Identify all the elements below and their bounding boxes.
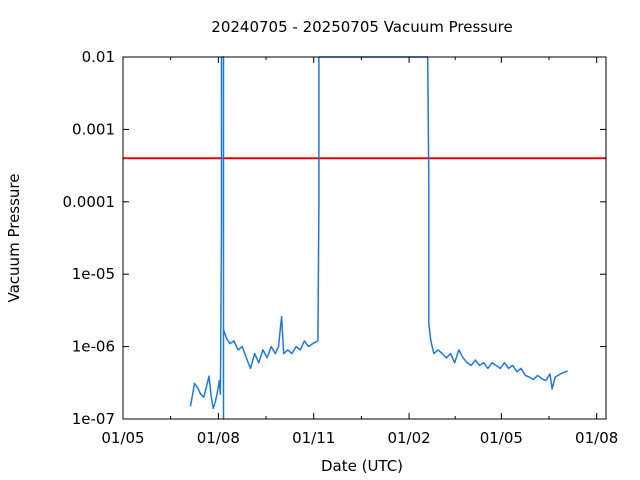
- y-tick-label: 1e-07: [72, 410, 115, 428]
- y-axis-label: Vacuum Pressure: [5, 174, 23, 303]
- y-tick-label: 0.01: [82, 48, 115, 66]
- x-axis-label: Date (UTC): [321, 457, 403, 475]
- x-tick-label: 01/02: [387, 429, 430, 447]
- y-tick-label: 1e-06: [72, 338, 115, 356]
- x-tick-label: 01/08: [197, 429, 240, 447]
- plot-frame: [122, 56, 607, 420]
- x-tick-label: 01/11: [292, 429, 335, 447]
- y-tick-label: 0.001: [72, 120, 115, 138]
- chart-title: 20240705 - 20250705 Vacuum Pressure: [211, 18, 512, 36]
- y-tick-label: 1e-05: [72, 265, 115, 283]
- series-layer: [189, 56, 568, 420]
- axes-layer: [122, 56, 607, 420]
- y-tick-label: 0.0001: [63, 193, 116, 211]
- x-tick-label: 01/05: [480, 429, 523, 447]
- series-line-0: [189, 56, 568, 420]
- x-tick-label: 01/05: [101, 429, 144, 447]
- x-tick-label: 01/08: [575, 429, 618, 447]
- tick-layer: 01/05 01/08 01/11 01/02 01/05 01/08 1e-07 1e-06…: [63, 48, 619, 447]
